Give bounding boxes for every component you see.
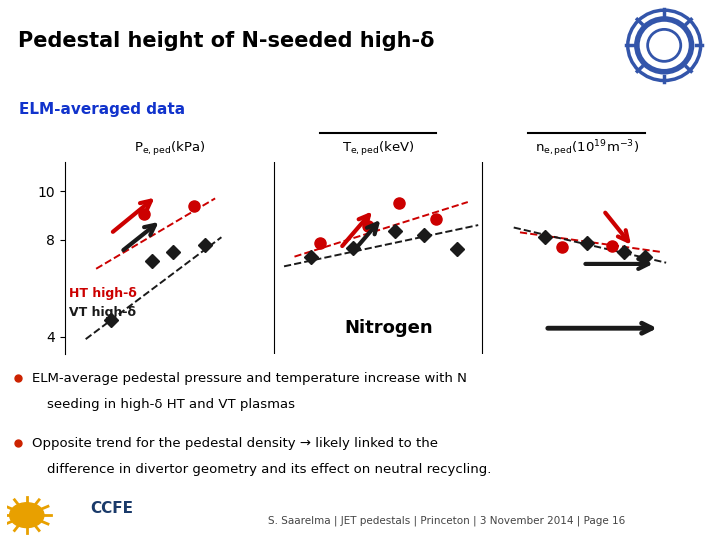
- Text: difference in divertor geometry and its effect on neutral recycling.: difference in divertor geometry and its …: [47, 463, 491, 476]
- Text: ELM-averaged data: ELM-averaged data: [19, 102, 185, 117]
- Text: T$_{\rm e,ped}$(keV): T$_{\rm e,ped}$(keV): [342, 140, 414, 158]
- Text: n$_{\rm e,ped}$(10$^{19}$m$^{-3}$): n$_{\rm e,ped}$(10$^{19}$m$^{-3}$): [535, 138, 639, 159]
- Text: VT high-δ: VT high-δ: [69, 306, 136, 319]
- Text: Opposite trend for the pedestal density → likely linked to the: Opposite trend for the pedestal density …: [32, 437, 438, 450]
- Text: Nitrogen: Nitrogen: [344, 319, 433, 337]
- Text: HT high-δ: HT high-δ: [69, 287, 137, 300]
- Text: CCFE: CCFE: [90, 501, 133, 516]
- Text: S. Saarelma | JET pedestals | Princeton | 3 November 2014 | Page 16: S. Saarelma | JET pedestals | Princeton …: [268, 515, 625, 526]
- Circle shape: [9, 503, 44, 528]
- Text: Pedestal height of N-seeded high-δ: Pedestal height of N-seeded high-δ: [18, 31, 434, 51]
- Text: seeding in high-δ HT and VT plasmas: seeding in high-δ HT and VT plasmas: [47, 398, 294, 411]
- Text: ELM-average pedestal pressure and temperature increase with N: ELM-average pedestal pressure and temper…: [32, 372, 467, 385]
- Text: P$_{\rm e,ped}$(kPa): P$_{\rm e,ped}$(kPa): [133, 140, 205, 158]
